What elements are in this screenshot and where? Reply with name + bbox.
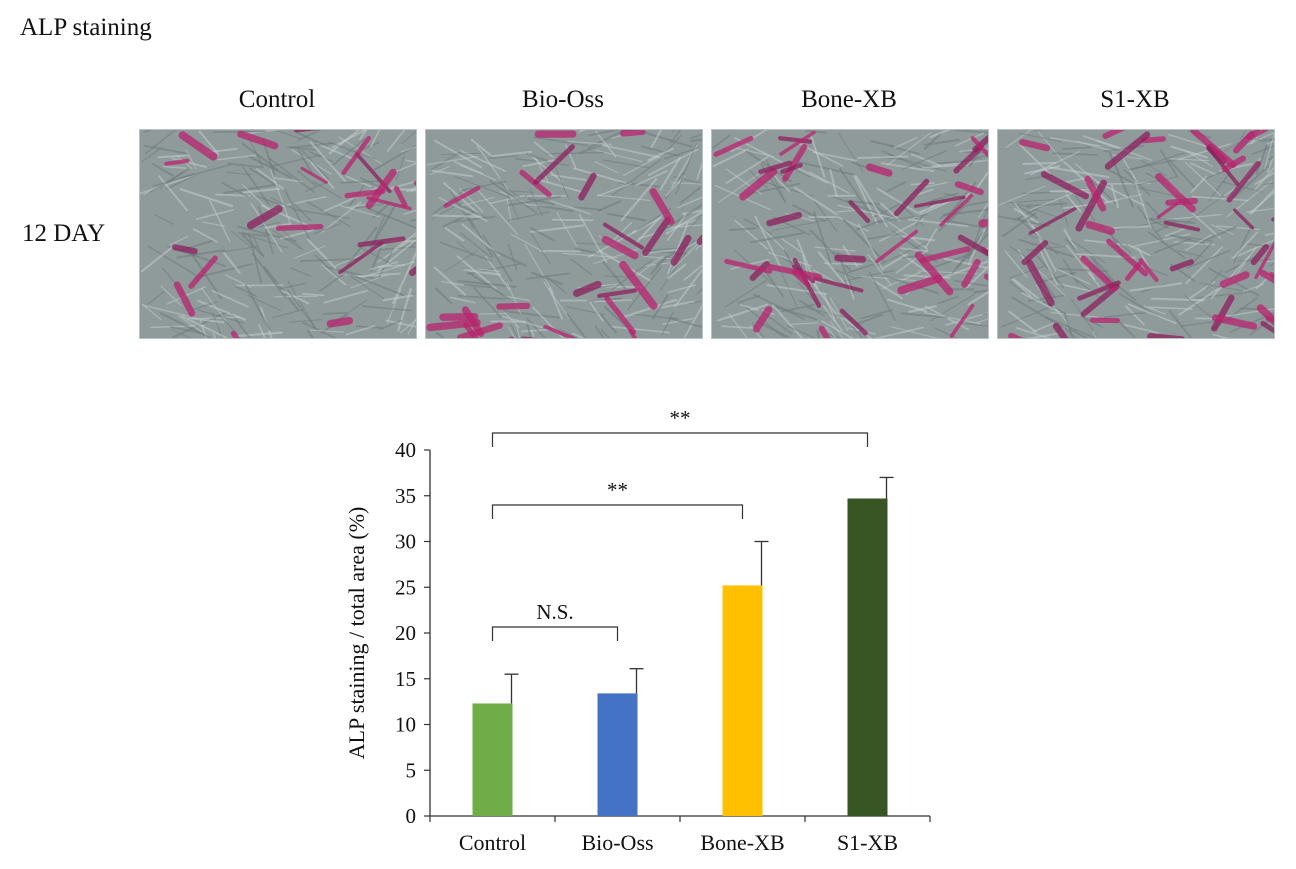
bar-bone-xb [722, 585, 763, 816]
x-tick-label: Bio-Oss [581, 830, 653, 855]
significance-bracket [491, 432, 869, 447]
row-label-day: 12 DAY [22, 220, 106, 247]
micrograph-control [139, 129, 417, 339]
figure-title: ALP staining [20, 14, 152, 41]
y-tick-label: 30 [395, 530, 416, 554]
y-tick-label: 15 [395, 667, 416, 691]
significance-bracket [491, 504, 744, 519]
panel-label-control: Control [238, 86, 316, 113]
y-tick-label: 40 [395, 438, 416, 462]
y-tick-label: 10 [395, 713, 416, 737]
bar-bio-oss [597, 693, 638, 816]
significance-bracket [491, 626, 619, 641]
bar-control [472, 703, 513, 816]
x-tick-label: S1-XB [837, 830, 898, 855]
y-tick-label: 35 [395, 484, 416, 508]
micrograph-bone-xb [711, 129, 989, 339]
micrograph-s1-xb [997, 129, 1275, 339]
significance-label: ** [670, 406, 691, 430]
x-tick-label: Control [459, 830, 526, 855]
bar-s1-xb [847, 498, 888, 816]
panel-label-bio-oss: Bio-Oss [522, 86, 604, 113]
y-tick-label: 25 [395, 575, 416, 599]
bar-chart: 0 5 10 15 20 25 30 35 40 ALP staining / total are… [344, 406, 931, 855]
significance-label: ** [607, 478, 628, 502]
significance-label: N.S. [536, 600, 573, 624]
panel-label-bone-xb: Bone-XB [801, 86, 897, 113]
y-tick-label: 0 [406, 804, 417, 828]
micrograph-bio-oss [425, 129, 703, 339]
x-tick-label: Bone-XB [700, 830, 784, 855]
y-tick-label: 5 [406, 758, 417, 782]
panel-label-s1-xb: S1-XB [1100, 86, 1170, 113]
y-tick-label: 20 [395, 621, 416, 645]
y-axis-label: ALP staining / total area (%) [344, 507, 369, 760]
